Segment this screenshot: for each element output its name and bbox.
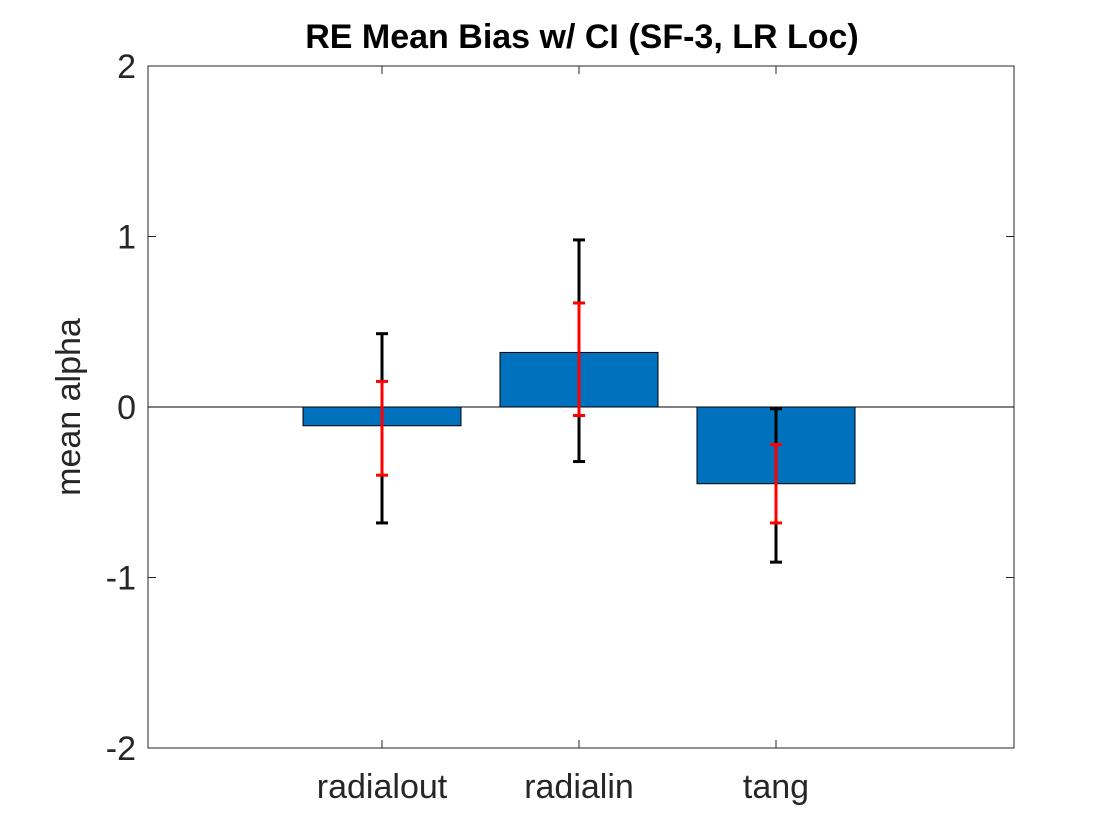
y-tick-label: -2	[106, 730, 136, 768]
y-tick-label: 2	[117, 48, 136, 86]
chart-title: RE Mean Bias w/ CI (SF-3, LR Loc)	[305, 18, 859, 56]
x-tick-label: radialin	[524, 768, 634, 806]
y-tick-label: 0	[117, 389, 136, 427]
x-tick-label: tang	[743, 768, 809, 806]
y-tick-label: 1	[117, 219, 136, 257]
y-axis-label: mean alpha	[50, 318, 88, 496]
y-tick-label: -1	[106, 560, 136, 598]
plot-area: -2 -1 0 1 2 radialout radialin tang	[106, 48, 1015, 806]
x-tick-label: radialout	[317, 768, 448, 806]
